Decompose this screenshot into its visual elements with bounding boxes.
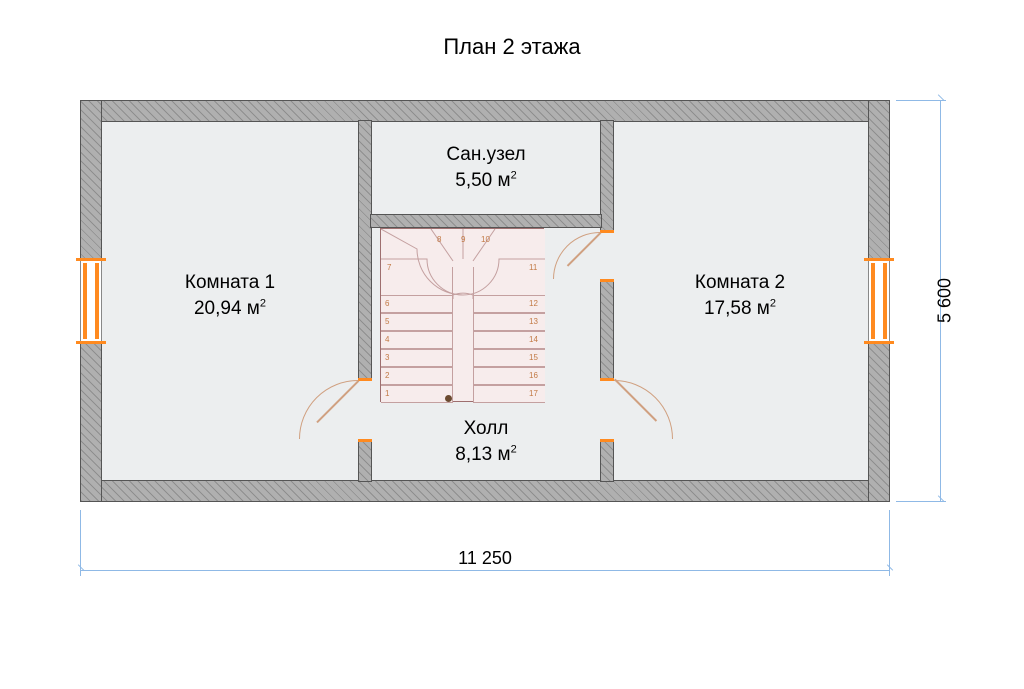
stair-num: 13 <box>529 317 538 326</box>
plan-title: План 2 этажа <box>0 34 1024 60</box>
wall-outer-top <box>80 100 890 122</box>
room1-label: Комната 1 20,94 м2 <box>140 270 320 321</box>
stair-num: 15 <box>529 353 538 362</box>
stair-num: 17 <box>529 389 538 398</box>
room1-sup: 2 <box>260 297 266 309</box>
stair-num: 11 <box>529 263 537 272</box>
stair-num: 4 <box>385 335 389 344</box>
hall-label: Холл 8,13 м2 <box>396 416 576 467</box>
dim-height-label: 5 600 <box>935 271 956 331</box>
plan-area: 1 2 3 4 5 6 7 8 9 10 11 12 13 14 15 16 1… <box>80 100 890 502</box>
stair-num: 12 <box>529 299 538 308</box>
bath-label: Сан.узел 5,50 м2 <box>396 142 576 193</box>
room2-area: 17,58 м <box>704 298 770 319</box>
stair-num: 7 <box>387 263 391 272</box>
stair-num: 2 <box>385 371 389 380</box>
staircase: 1 2 3 4 5 6 7 8 9 10 11 12 13 14 15 16 1… <box>380 228 544 402</box>
stair-num: 8 <box>437 235 441 244</box>
bath-area: 5,50 м <box>455 170 510 191</box>
hall-name: Холл <box>396 416 576 442</box>
dim-width-label: 11 250 <box>430 548 540 569</box>
bath-name: Сан.узел <box>396 142 576 168</box>
stair-num: 6 <box>385 299 389 308</box>
room2-name: Комната 2 <box>650 270 830 296</box>
room1-name: Комната 1 <box>140 270 320 296</box>
wall-outer-bottom <box>80 480 890 502</box>
stair-num: 16 <box>529 371 538 380</box>
room2-sup: 2 <box>770 297 776 309</box>
wall-inner-h1 <box>370 214 602 228</box>
room1-area: 20,94 м <box>194 298 260 319</box>
stair-num: 1 <box>385 389 389 398</box>
hall-area: 8,13 м <box>455 444 510 465</box>
stair-num: 5 <box>385 317 389 326</box>
hall-sup: 2 <box>511 443 517 455</box>
stair-num: 3 <box>385 353 389 362</box>
floor-plan-canvas: План 2 этажа <box>0 0 1024 689</box>
stair-num: 14 <box>529 335 538 344</box>
stair-num: 9 <box>461 235 465 244</box>
room2-label: Комната 2 17,58 м2 <box>650 270 830 321</box>
stair-num: 10 <box>481 235 490 244</box>
bath-sup: 2 <box>511 169 517 181</box>
